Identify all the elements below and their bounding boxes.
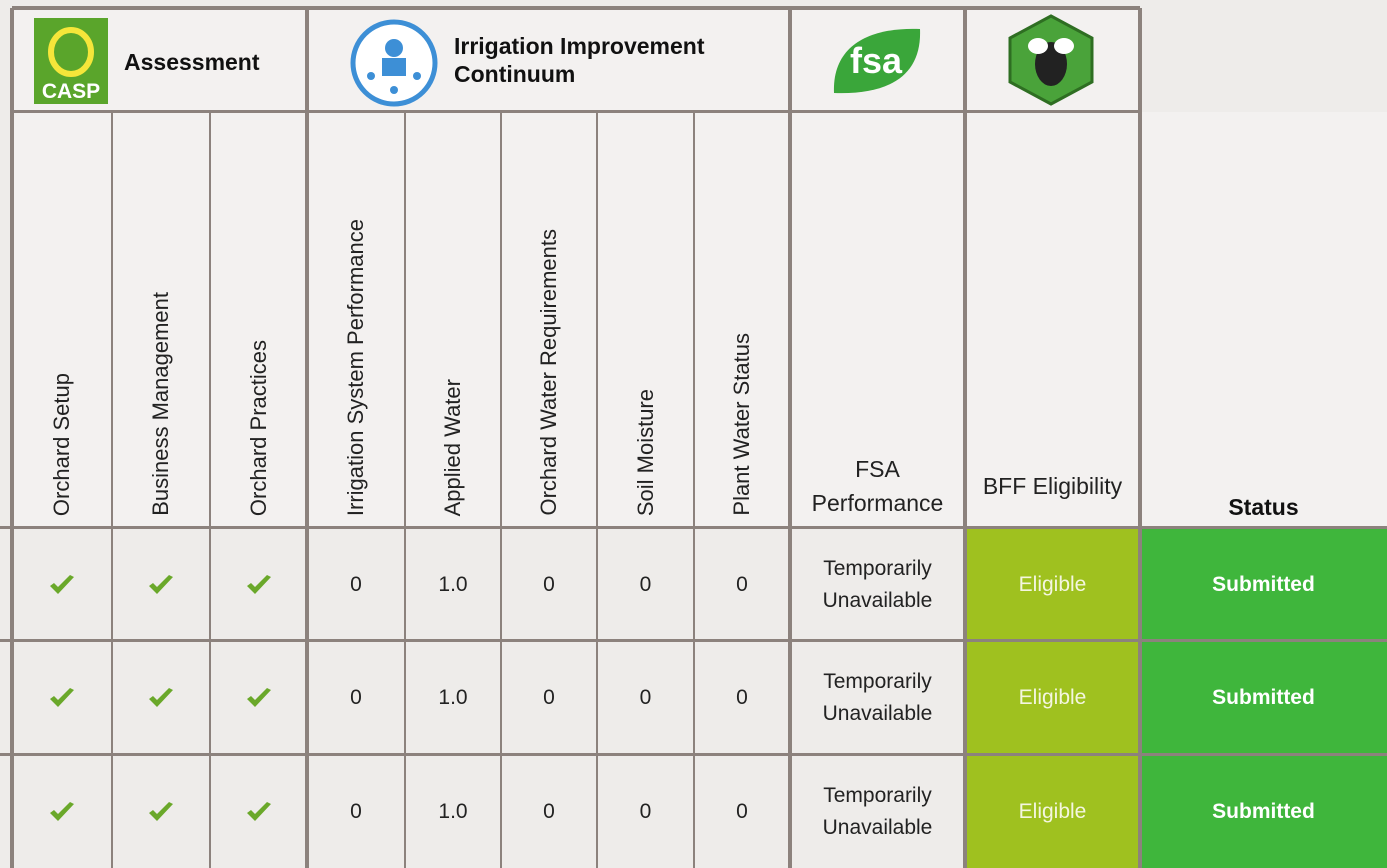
table-cell: Submitted — [1140, 528, 1387, 641]
column-header: BFF Eligibility — [965, 448, 1140, 524]
column-header-text: Orchard Water Requirements — [536, 229, 562, 516]
grid-line-v — [10, 8, 14, 868]
fsa-logo-text: fsa — [850, 40, 903, 81]
group-title: Assessment — [124, 48, 260, 76]
table-cell: Temporarily Unavailable — [790, 641, 965, 755]
check-icon — [12, 641, 112, 755]
table-cell: Eligible — [965, 641, 1140, 755]
column-header: Irrigation System Performance — [307, 112, 405, 516]
grid-line-v — [963, 8, 967, 868]
table-cell: 0 — [694, 641, 790, 755]
grid-line-h — [0, 526, 1387, 529]
table-cell: Eligible — [965, 528, 1140, 641]
casp-logo-text: CASP — [42, 80, 100, 103]
table-cell: Temporarily Unavailable — [790, 755, 965, 868]
grid-line-h — [12, 6, 1140, 10]
column-header: Status — [1140, 448, 1387, 524]
table-cell: 0 — [501, 641, 597, 755]
grid-line-v — [305, 8, 309, 868]
table-cell: 0 — [501, 755, 597, 868]
table-cell: Submitted — [1140, 755, 1387, 868]
table-cell: 0 — [307, 528, 405, 641]
column-header: Plant Water Status — [694, 112, 790, 516]
column-header-text: Plant Water Status — [729, 333, 755, 516]
table-cell: 1.0 — [405, 528, 501, 641]
irrigation-logo — [349, 18, 439, 108]
column-header-text: Soil Moisture — [633, 389, 659, 516]
table-cell: Temporarily Unavailable — [790, 528, 965, 641]
column-header-text: Orchard Practices — [246, 340, 272, 516]
check-icon — [210, 641, 307, 755]
grid-line-h — [0, 753, 1387, 756]
check-icon — [112, 528, 210, 641]
table-cell: 1.0 — [405, 641, 501, 755]
column-header: Orchard Setup — [12, 112, 112, 516]
check-icon — [12, 528, 112, 641]
column-header: Soil Moisture — [597, 112, 694, 516]
fsa-logo: fsa — [830, 25, 924, 97]
column-header: FSA Performance — [790, 448, 965, 524]
table-cell: 0 — [597, 755, 694, 868]
check-icon — [210, 528, 307, 641]
table-cell: 0 — [597, 528, 694, 641]
grid-line-v — [1138, 8, 1142, 868]
table-cell: 0 — [307, 641, 405, 755]
bff-logo — [1006, 14, 1096, 106]
column-header-text: Applied Water — [440, 379, 466, 516]
page: CASP Assessment Irrigation Improvement C… — [0, 0, 1387, 868]
grid-line-h — [0, 639, 1387, 642]
table-cell: 0 — [694, 528, 790, 641]
table-cell: 1.0 — [405, 755, 501, 868]
column-header-text: Business Management — [148, 292, 174, 516]
table-cell: 0 — [597, 641, 694, 755]
table-cell: Submitted — [1140, 641, 1387, 755]
casp-logo: CASP — [34, 18, 110, 106]
column-header: Applied Water — [405, 112, 501, 516]
table-cell: 0 — [694, 755, 790, 868]
check-icon — [112, 755, 210, 868]
column-header: Orchard Water Requirements — [501, 112, 597, 516]
table-cell: 0 — [501, 528, 597, 641]
column-header-text: Irrigation System Performance — [343, 219, 369, 516]
check-icon — [210, 755, 307, 868]
table-cell: 0 — [307, 755, 405, 868]
column-header: Orchard Practices — [210, 112, 307, 516]
grid-line-v — [788, 8, 792, 868]
table-cell: Eligible — [965, 755, 1140, 868]
check-icon — [112, 641, 210, 755]
check-icon — [12, 755, 112, 868]
grid-line-h — [12, 110, 1140, 113]
group-title: Irrigation Improvement Continuum — [454, 32, 774, 88]
column-header-text: Orchard Setup — [49, 373, 75, 516]
column-header: Business Management — [112, 112, 210, 516]
